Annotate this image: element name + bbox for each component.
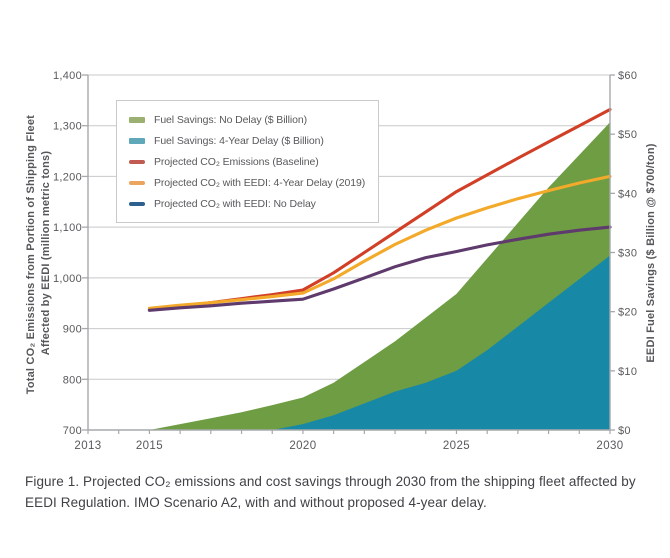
orange-line-swatch-icon bbox=[129, 180, 145, 185]
teal-area-swatch-icon bbox=[129, 137, 145, 144]
x-axis-tick-label: 2025 bbox=[443, 440, 470, 452]
x-axis-tick-label: 2020 bbox=[289, 440, 316, 452]
legend-label: Projected CO₂ with EEDI: 4-Year Delay (2… bbox=[154, 176, 366, 189]
axes-group bbox=[82, 74, 615, 434]
right-axis-tick-label: $30 bbox=[618, 248, 637, 260]
tick-labels-group: 700 800 900 1,000 1,100 1,200 1,300 1,400 $0 $10 $… bbox=[53, 70, 637, 452]
area-fuel-savings-4yr-delay bbox=[272, 255, 610, 430]
right-axis-tick-label: $20 bbox=[618, 307, 637, 319]
legend-label: Projected CO₂ with EEDI: No Delay bbox=[154, 197, 316, 210]
caption-line-1: Figure 1. Projected CO₂ emissions and co… bbox=[25, 474, 636, 489]
legend-item-fuel-savings-no-delay: Fuel Savings: No Delay ($ Billion) bbox=[129, 109, 365, 130]
legend-label: Fuel Savings: 4-Year Delay ($ Billion) bbox=[154, 134, 324, 147]
left-axis-tick-label: 800 bbox=[63, 374, 82, 386]
left-axis-tick-label: 1,000 bbox=[53, 273, 82, 285]
left-axis-label: Total CO₂ Emissions from Portion of Ship… bbox=[25, 112, 52, 395]
right-axis-tick-label: $50 bbox=[618, 129, 637, 141]
x-axis-tick-label: 2015 bbox=[136, 440, 163, 452]
right-axis-tick-label: $60 bbox=[618, 70, 637, 82]
line-co2-eedi-4yr-delay bbox=[147, 174, 612, 310]
line-co2-eedi-no-delay bbox=[147, 225, 612, 312]
left-axis-tick-label: 1,100 bbox=[53, 222, 82, 234]
left-axis-tick-label: 900 bbox=[63, 324, 82, 336]
legend: Fuel Savings: No Delay ($ Billion) Fuel … bbox=[116, 100, 380, 223]
right-axis-tick-label: $0 bbox=[618, 425, 631, 437]
series-group bbox=[147, 107, 612, 431]
legend-label: Projected CO₂ Emissions (Baseline) bbox=[154, 155, 319, 168]
left-axis-tick-label: 1,300 bbox=[53, 121, 82, 133]
blue-line-swatch-icon bbox=[129, 201, 145, 206]
legend-item-co2-baseline: Projected CO₂ Emissions (Baseline) bbox=[129, 151, 365, 172]
x-axis-tick-label: 2030 bbox=[596, 440, 623, 452]
right-axis-tick-label: $10 bbox=[618, 366, 637, 378]
legend-item-co2-eedi-4yr-delay: Projected CO₂ with EEDI: 4-Year Delay (2… bbox=[129, 172, 365, 193]
left-axis-tick-label: 1,400 bbox=[53, 70, 82, 82]
right-axis-label: EEDI Fuel Savings ($ Billion @ $700/ton) bbox=[645, 143, 657, 362]
left-axis-tick-label: 700 bbox=[63, 425, 82, 437]
green-area-swatch-icon bbox=[129, 116, 145, 123]
x-axis-tick-label: 2013 bbox=[74, 440, 101, 452]
right-axis-tick-label: $40 bbox=[618, 188, 637, 200]
red-line-swatch-icon bbox=[129, 159, 145, 164]
caption-line-2: EEDI Regulation. IMO Scenario A2, with a… bbox=[25, 495, 487, 510]
left-axis-tick-label: 1,200 bbox=[53, 171, 82, 183]
legend-item-co2-eedi-no-delay: Projected CO₂ with EEDI: No Delay bbox=[129, 193, 365, 214]
figure-caption: Figure 1. Projected CO₂ emissions and co… bbox=[25, 471, 660, 513]
legend-label: Fuel Savings: No Delay ($ Billion) bbox=[154, 113, 307, 126]
legend-item-fuel-savings-4yr-delay: Fuel Savings: 4-Year Delay ($ Billion) bbox=[129, 130, 365, 151]
emissions-savings-chart: 700 800 900 1,000 1,100 1,200 1,300 1,400 $0 $10 $… bbox=[25, 70, 657, 452]
